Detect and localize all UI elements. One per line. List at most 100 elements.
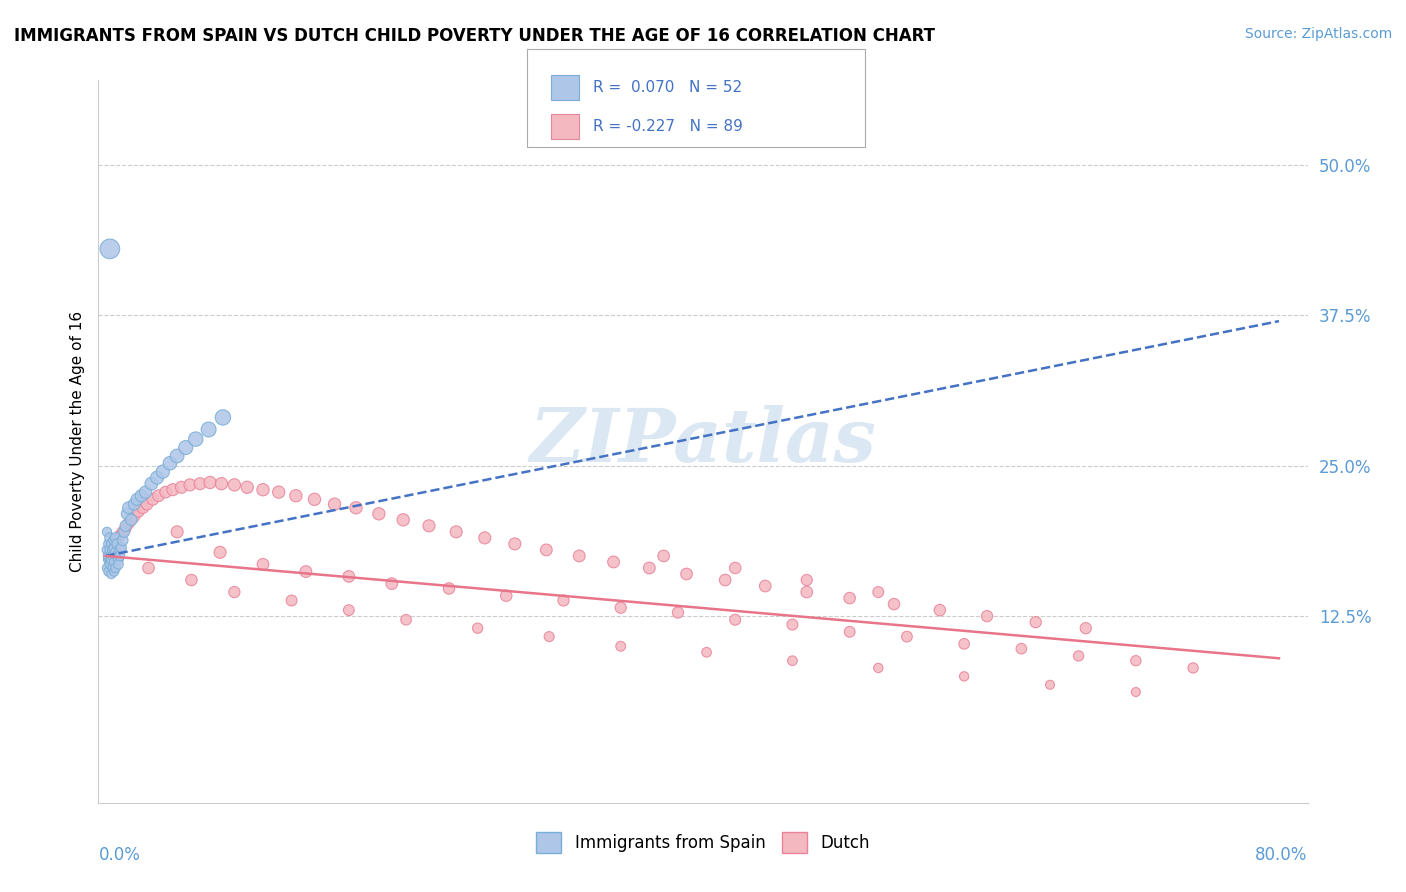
Legend: Immigrants from Spain, Dutch: Immigrants from Spain, Dutch <box>530 826 876 860</box>
Point <box>782 617 804 632</box>
Point <box>236 480 259 494</box>
Point <box>675 567 697 582</box>
Point <box>1025 615 1047 630</box>
Point <box>107 558 129 572</box>
Point <box>838 591 860 605</box>
Point <box>159 456 181 470</box>
Point <box>105 537 128 551</box>
Point <box>127 504 149 518</box>
Point <box>166 449 188 463</box>
Point <box>602 555 624 569</box>
Point <box>868 585 890 599</box>
Point <box>122 509 145 524</box>
Point <box>267 485 290 500</box>
Point <box>98 558 121 572</box>
Text: IMMIGRANTS FROM SPAIN VS DUTCH CHILD POVERTY UNDER THE AGE OF 16 CORRELATION CHA: IMMIGRANTS FROM SPAIN VS DUTCH CHILD POV… <box>14 27 935 45</box>
Point <box>136 497 159 511</box>
Point <box>782 654 804 668</box>
Point <box>103 541 125 555</box>
Point <box>444 524 467 539</box>
Point <box>344 500 367 515</box>
Point <box>98 242 121 256</box>
Point <box>104 561 127 575</box>
Point <box>198 475 221 490</box>
Point <box>1074 621 1097 635</box>
Point <box>152 465 174 479</box>
Point <box>98 531 121 545</box>
Point <box>1010 641 1032 656</box>
Point <box>209 545 232 559</box>
Point <box>536 542 558 557</box>
Point <box>179 478 201 492</box>
Point <box>108 528 131 542</box>
Point <box>98 542 121 557</box>
Point <box>796 573 818 587</box>
Text: 80.0%: 80.0% <box>1256 847 1308 864</box>
Point <box>104 531 127 545</box>
Point <box>105 549 128 563</box>
Point <box>180 573 202 587</box>
Point <box>696 645 718 659</box>
Point <box>1039 678 1062 692</box>
Point <box>100 549 122 563</box>
Point <box>896 630 918 644</box>
Point <box>105 533 128 548</box>
Point <box>101 549 124 563</box>
Point <box>437 582 460 596</box>
Point <box>868 661 890 675</box>
Point <box>638 561 661 575</box>
Point <box>131 489 153 503</box>
Point <box>166 524 188 539</box>
Point <box>1125 685 1147 699</box>
Point <box>174 441 197 455</box>
Point <box>796 585 818 599</box>
Point <box>252 483 274 497</box>
Point <box>188 476 211 491</box>
Point <box>101 542 124 557</box>
Point <box>197 422 219 436</box>
Point <box>97 549 120 563</box>
Point <box>212 410 235 425</box>
Point <box>135 485 157 500</box>
Point <box>120 513 142 527</box>
Point <box>284 489 307 503</box>
Point <box>96 524 118 539</box>
Point <box>117 500 139 515</box>
Point <box>155 485 177 500</box>
Point <box>337 603 360 617</box>
Text: R =  0.070   N = 52: R = 0.070 N = 52 <box>593 80 742 95</box>
Point <box>495 589 517 603</box>
Point <box>609 639 631 653</box>
Point <box>418 518 440 533</box>
Point <box>928 603 950 617</box>
Point <box>98 555 121 569</box>
Point <box>467 621 489 635</box>
Point <box>323 497 346 511</box>
Point <box>170 480 193 494</box>
Point <box>138 561 160 575</box>
Point <box>110 541 132 555</box>
Point <box>122 497 145 511</box>
Point <box>100 567 122 582</box>
Point <box>96 542 118 557</box>
Point <box>96 561 118 575</box>
Point <box>100 552 122 566</box>
Point <box>125 492 148 507</box>
Text: ZIPatlas: ZIPatlas <box>530 405 876 478</box>
Point <box>652 549 675 563</box>
Point <box>103 533 125 548</box>
Point <box>252 558 274 572</box>
Point <box>97 565 120 579</box>
Point <box>295 565 318 579</box>
Point <box>724 561 747 575</box>
Point <box>108 549 131 563</box>
Point <box>224 478 246 492</box>
Point <box>395 613 418 627</box>
Point <box>1067 648 1090 663</box>
Point <box>107 552 129 566</box>
Point <box>1125 654 1147 668</box>
Point <box>280 593 302 607</box>
Text: 0.0%: 0.0% <box>98 847 141 864</box>
Point <box>337 569 360 583</box>
Point <box>141 476 163 491</box>
